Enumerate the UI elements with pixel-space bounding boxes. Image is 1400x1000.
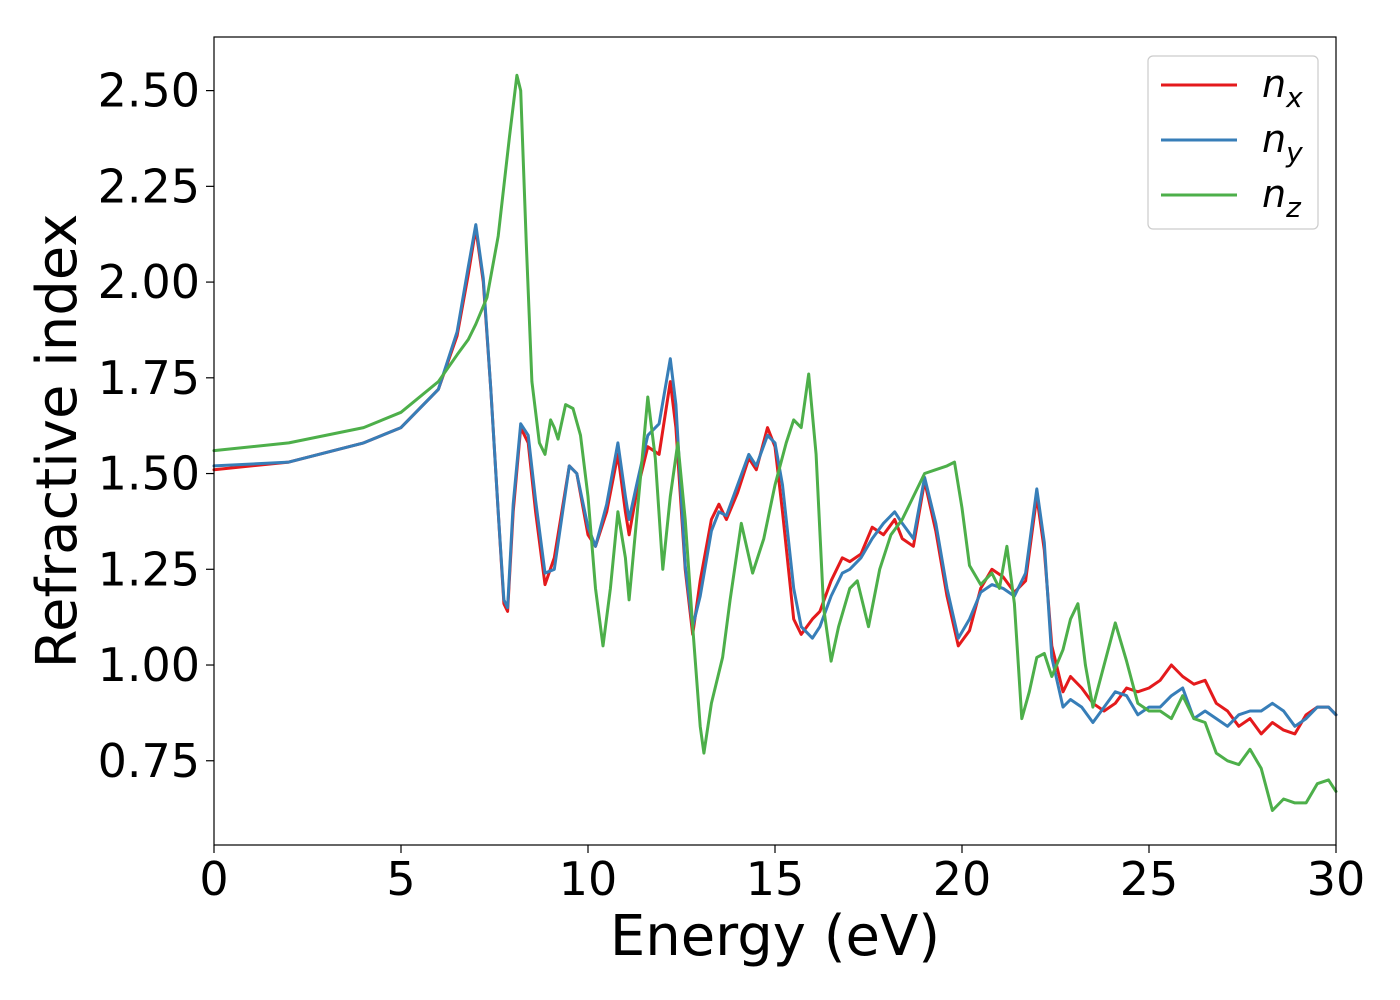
x-tick-label: 10 bbox=[559, 852, 618, 906]
x-tick-label: 15 bbox=[746, 852, 805, 906]
x-axis-ticks: 0 5 10 15 20 25 30 bbox=[199, 845, 1365, 906]
x-tick-label: 5 bbox=[386, 852, 415, 906]
y-tick-label: 2.00 bbox=[98, 255, 200, 309]
plot-lines bbox=[212, 73, 1338, 812]
y-tick-label: 1.75 bbox=[98, 351, 200, 405]
y-tick-label: 2.25 bbox=[98, 159, 200, 213]
legend-label-x: nx bbox=[1262, 62, 1303, 114]
y-tick-label: 1.00 bbox=[98, 638, 200, 692]
y-axis-label: Refractive index bbox=[25, 214, 90, 669]
y-tick-label: 1.25 bbox=[98, 542, 200, 596]
series-line-y bbox=[212, 223, 1338, 728]
y-tick-label: 2.50 bbox=[98, 64, 200, 118]
legend-label-y: ny bbox=[1262, 117, 1303, 169]
x-tick-label: 0 bbox=[199, 852, 228, 906]
legend-label-z: nz bbox=[1262, 172, 1302, 224]
y-tick-label: 1.50 bbox=[98, 447, 200, 501]
x-axis-label: Energy (eV) bbox=[610, 904, 940, 969]
x-tick-label: 20 bbox=[933, 852, 992, 906]
x-tick-label: 30 bbox=[1307, 852, 1366, 906]
legend-box bbox=[1147, 55, 1319, 230]
series-line-z bbox=[212, 73, 1338, 812]
y-axis-ticks: 0.75 1.00 1.25 1.50 1.75 2.00 2.25 2.50 bbox=[98, 64, 214, 788]
x-tick-label: 25 bbox=[1120, 852, 1179, 906]
y-tick-label: 0.75 bbox=[98, 734, 200, 788]
